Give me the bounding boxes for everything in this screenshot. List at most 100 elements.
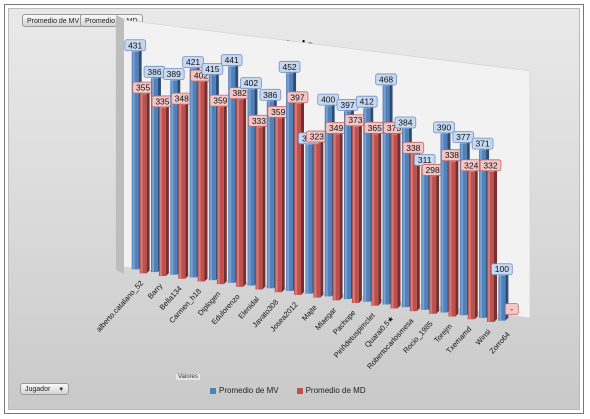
bar-md (351, 123, 362, 304)
svg-text:377: 377 (456, 132, 470, 142)
bar-md (371, 131, 382, 306)
bar-md (467, 168, 478, 320)
data-label-md: 397 (286, 91, 309, 104)
svg-text:452: 452 (282, 62, 296, 72)
data-label-mv: 402 (240, 77, 262, 90)
svg-text:384: 384 (398, 117, 412, 127)
data-label-mv: 468 (375, 73, 397, 86)
svg-text:359: 359 (213, 96, 227, 106)
bar-md (409, 151, 420, 312)
data-label-mv: 377 (452, 131, 475, 144)
field-button-mv[interactable]: Promedio de MV (22, 14, 85, 27)
category-tick-label: alberto.catalano_52 (94, 279, 145, 334)
bar-md (139, 91, 150, 274)
axis-field-label: Valores (176, 374, 200, 380)
legend-label-md: Promedio de MD (305, 386, 366, 395)
svg-text:373: 373 (387, 123, 401, 133)
data-label-md: 359 (267, 105, 290, 118)
bar-md (178, 102, 189, 279)
svg-text:323: 323 (310, 132, 324, 142)
data-label-md: 348 (170, 92, 193, 105)
svg-text:441: 441 (225, 55, 239, 65)
svg-text:402: 402 (194, 71, 208, 81)
row-field-label: Jugador (25, 386, 51, 393)
svg-text:390: 390 (437, 122, 451, 132)
data-label-md: 338 (402, 141, 425, 154)
side-wall (116, 15, 124, 274)
svg-text:338: 338 (406, 143, 420, 153)
legend-swatch-md (296, 387, 303, 394)
data-label-md: 333 (248, 114, 270, 127)
svg-text:373: 373 (348, 115, 362, 125)
data-label-mv: 389 (162, 68, 185, 81)
svg-text:386: 386 (263, 90, 277, 100)
legend-label-mv: Promedio de MV (219, 386, 279, 395)
svg-text:349: 349 (329, 123, 343, 133)
data-label-mv: 386 (143, 65, 166, 78)
bar-md (487, 168, 497, 322)
data-label-mv: 390 (433, 121, 455, 134)
svg-text:100: 100 (495, 264, 509, 274)
svg-text:324: 324 (464, 160, 478, 170)
data-label-mv: 441 (220, 54, 243, 67)
svg-text:355: 355 (136, 83, 150, 93)
legend-item-mv: Promedio de MV (210, 386, 279, 395)
svg-text:382: 382 (233, 88, 247, 98)
svg-text:335: 335 (155, 96, 169, 106)
data-label-mv: 386 (259, 88, 282, 101)
svg-text:415: 415 (205, 64, 219, 74)
data-label-md: 355 (132, 81, 154, 94)
data-label-mv: 311 (413, 154, 436, 166)
legend: Promedio de MV Promedio de MD (210, 386, 366, 395)
data-label-md: 338 (441, 149, 463, 162)
legend-swatch-mv (210, 387, 216, 394)
data-label-mv: 415 (201, 63, 224, 75)
svg-text:400: 400 (321, 95, 335, 105)
svg-text:389: 389 (167, 69, 181, 79)
data-label-md: 324 (460, 159, 483, 172)
data-label-md: 298 (421, 164, 444, 176)
svg-text:338: 338 (445, 150, 459, 160)
data-label-mv: 371 (471, 137, 494, 150)
svg-text:386: 386 (147, 67, 161, 77)
bar-md (216, 104, 227, 285)
svg-text:402: 402 (244, 78, 258, 88)
data-label-mv: 400 (317, 93, 339, 106)
dropdown-arrow-icon: ▼ (58, 387, 65, 393)
data-label-md: 349 (325, 121, 347, 134)
svg-text:348: 348 (175, 94, 189, 104)
data-label-md: 373 (344, 114, 367, 127)
bar-md (236, 96, 247, 287)
svg-text:-: - (510, 304, 513, 314)
svg-text:397: 397 (290, 92, 304, 102)
svg-text:412: 412 (360, 97, 374, 107)
bar-md (390, 131, 401, 309)
svg-text:332: 332 (483, 160, 497, 170)
svg-text:468: 468 (379, 74, 393, 84)
data-label-md: 365 (363, 121, 386, 134)
svg-text:371: 371 (475, 139, 489, 149)
data-label-md: 359 (209, 94, 232, 107)
svg-text:421: 421 (186, 57, 200, 67)
data-label-mv: 431 (124, 39, 146, 52)
bar-md (197, 79, 208, 282)
data-label-mv: 452 (278, 60, 301, 73)
svg-text:397: 397 (340, 100, 354, 110)
data-label-mv: 412 (355, 95, 378, 108)
svg-text:431: 431 (128, 40, 142, 50)
data-label-md: 335 (151, 95, 174, 108)
legend-item-md: Promedio de MD (296, 386, 366, 395)
bar-md (274, 115, 285, 293)
category-tick-label: Majte (300, 303, 319, 323)
bar-md (448, 158, 459, 317)
data-label-mv: 421 (182, 56, 204, 69)
svg-text:298: 298 (426, 165, 440, 175)
category-tick-label: Barry (146, 281, 165, 301)
data-label-mv: 384 (394, 116, 417, 129)
category-tick-label: Winsi (474, 327, 493, 347)
row-field-button[interactable]: Jugador ▼ (20, 383, 70, 395)
data-label-md: 323 (306, 130, 328, 143)
bar-md (313, 140, 324, 298)
bar-md (332, 131, 343, 301)
bar-md (429, 173, 440, 314)
